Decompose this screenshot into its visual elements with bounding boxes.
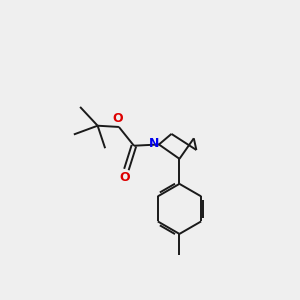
Text: O: O [112,112,123,125]
Text: N: N [148,136,159,149]
Text: O: O [120,171,130,184]
